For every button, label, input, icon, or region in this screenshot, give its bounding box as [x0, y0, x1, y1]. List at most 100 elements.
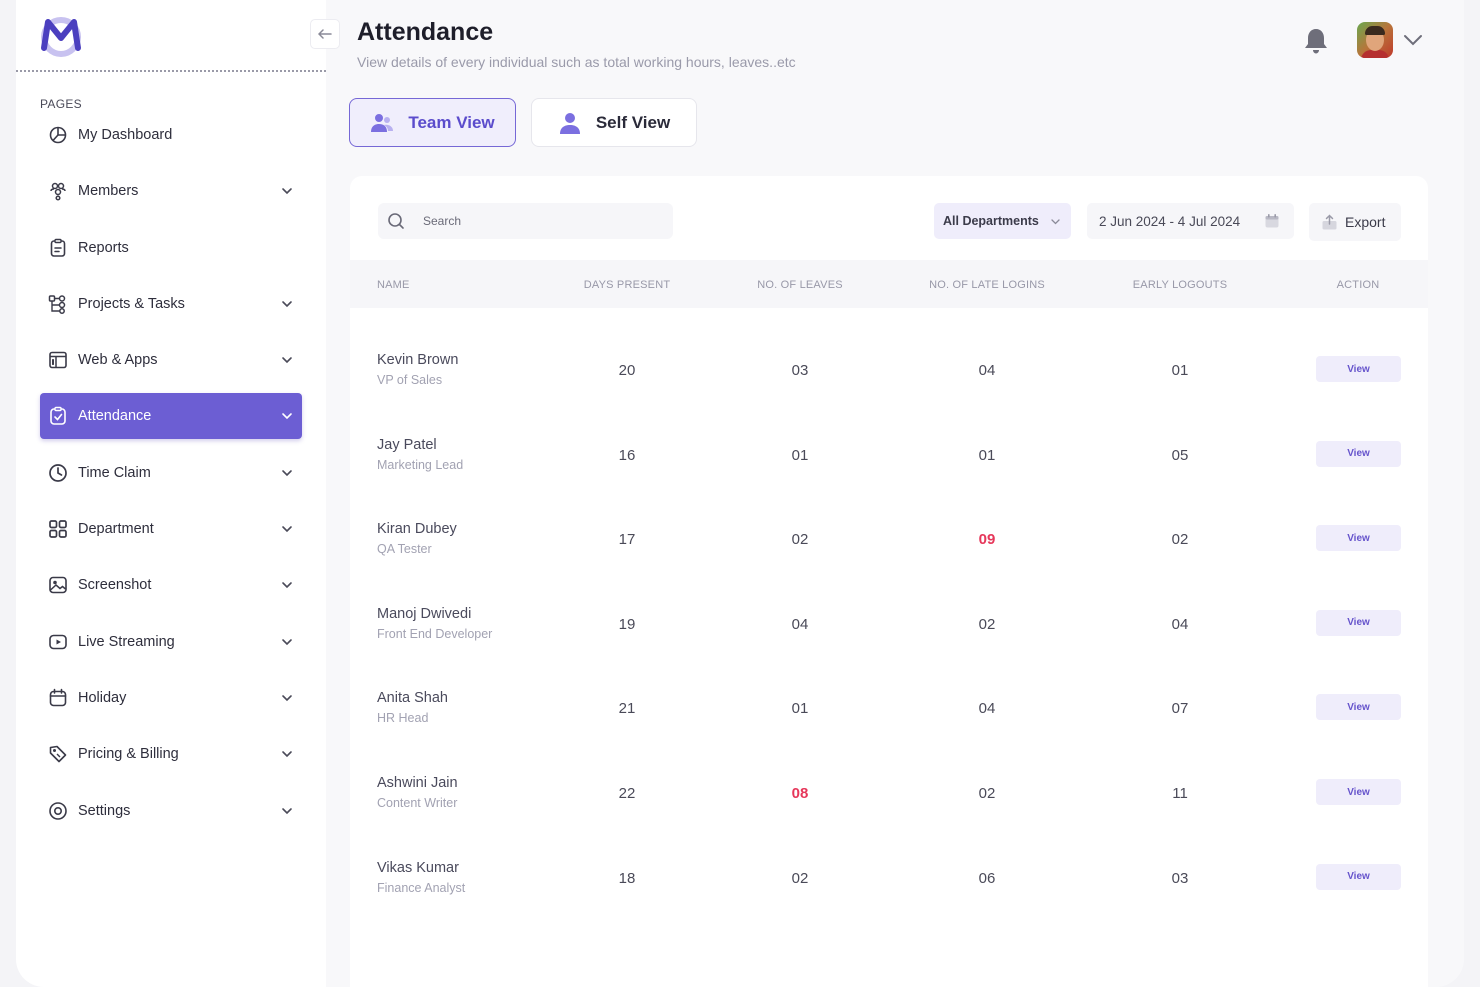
- employee-name: Kevin Brown: [377, 352, 459, 368]
- avatar-hair: [1365, 26, 1385, 35]
- user-icon: [559, 112, 580, 134]
- team-icon: [371, 113, 394, 132]
- employee-name: Ashwini Jain: [377, 775, 458, 791]
- brand-logo-icon[interactable]: [38, 12, 84, 58]
- view-button[interactable]: View: [1316, 525, 1401, 552]
- cell-late-logins: 01: [978, 446, 996, 464]
- date-range-picker[interactable]: 2 Jun 2024 - 4 Jul 2024: [1087, 203, 1294, 239]
- employee-name: Jay Patel: [377, 436, 437, 453]
- table-row: Vikas Kumar Finance Analyst 18 02 06 03 View: [350, 860, 1428, 945]
- collapse-sidebar-button[interactable]: [310, 19, 340, 49]
- clock-icon: [48, 463, 68, 483]
- employee-name: Kiran Dubey: [377, 521, 457, 538]
- department-dropdown-label: All Departments: [943, 214, 1039, 228]
- chevron-down-icon[interactable]: [280, 747, 294, 761]
- cell-early-logouts: 05: [1171, 446, 1189, 464]
- attendance-table-card: All Departments 2 Jun 2024 - 4 Jul 2024 …: [350, 176, 1428, 987]
- cell-leaves: 02: [791, 531, 809, 549]
- sidebar-item-attendance[interactable]: Attendance: [40, 393, 302, 440]
- view-button[interactable]: View: [1316, 694, 1401, 721]
- sidebar-item-department[interactable]: Department: [40, 506, 302, 552]
- logo-area: [16, 0, 326, 72]
- date-range-label: 2 Jun 2024 - 4 Jul 2024: [1099, 213, 1241, 229]
- team-view-button[interactable]: Team View: [349, 98, 516, 147]
- cell-days-present: 16: [618, 446, 636, 464]
- table-header: NAME DAYS PRESENT NO. OF LEAVES NO. OF L…: [350, 260, 1428, 308]
- cell-days-present: 18: [618, 869, 636, 887]
- sidebar-item-screenshot[interactable]: Screenshot: [40, 562, 302, 608]
- chevron-down-icon[interactable]: [280, 297, 294, 311]
- projects-icon: [48, 294, 68, 314]
- self-view-button[interactable]: Self View: [531, 98, 697, 147]
- employee-name: Anita Shah: [377, 690, 448, 707]
- settings-icon: [48, 801, 68, 821]
- export-label: Export: [1345, 214, 1386, 230]
- export-button[interactable]: Export: [1309, 203, 1401, 241]
- cell-leaves: 02: [791, 869, 809, 887]
- column-header-late-logins: NO. OF LATE LOGINS: [929, 279, 1045, 291]
- view-button[interactable]: View: [1316, 356, 1401, 382]
- employee-role: Front End Developer: [377, 626, 493, 641]
- chevron-down-icon[interactable]: [280, 409, 294, 423]
- members-icon: [48, 181, 68, 201]
- chevron-down-icon[interactable]: [280, 522, 294, 536]
- cell-days-present: 17: [618, 531, 636, 549]
- chevron-down-icon[interactable]: [280, 578, 294, 592]
- play-icon: [48, 632, 68, 652]
- cell-days-present: 21: [618, 700, 636, 718]
- view-button[interactable]: View: [1316, 609, 1401, 636]
- sidebar-item-label: My Dashboard: [78, 127, 173, 143]
- sidebar-item-time-claim[interactable]: Time Claim: [40, 450, 302, 496]
- export-icon: [1322, 213, 1337, 229]
- sidebar-item-my-dashboard[interactable]: My Dashboard: [40, 112, 302, 158]
- cell-late-logins: 04: [978, 700, 996, 718]
- cell-early-logouts: 01: [1171, 362, 1189, 379]
- sidebar-item-label: Settings: [78, 802, 131, 819]
- page-subtitle: View details of every individual such as…: [357, 54, 796, 70]
- sidebar-item-settings[interactable]: Settings: [40, 788, 302, 834]
- chevron-down-icon: [1051, 219, 1060, 225]
- employee-role: Marketing Lead: [377, 457, 464, 472]
- account-chevron-down-icon[interactable]: [1402, 32, 1424, 48]
- user-avatar[interactable]: [1357, 22, 1393, 58]
- sidebar-item-reports[interactable]: Reports: [40, 225, 302, 271]
- table-row: Ashwini Jain Content Writer 22 08 02 11 View: [350, 775, 1428, 860]
- notification-bell-icon[interactable]: [1303, 27, 1329, 55]
- web-apps-icon: [48, 350, 68, 370]
- view-button[interactable]: View: [1316, 779, 1401, 805]
- sidebar: PAGES My Dashboard Members Reports Projects…: [16, 0, 326, 987]
- view-button[interactable]: View: [1316, 863, 1401, 890]
- search-icon: [388, 213, 404, 229]
- chevron-down-icon[interactable]: [280, 635, 294, 649]
- arrow-left-icon: [318, 29, 332, 39]
- cell-early-logouts: 02: [1171, 531, 1189, 549]
- column-header-early-logouts: EARLY LOGOUTS: [1132, 279, 1228, 291]
- employee-name: Manoj Dwivedi: [377, 605, 472, 622]
- sidebar-item-web-and-apps[interactable]: Web & Apps: [40, 337, 302, 383]
- page-title: Attendance: [357, 18, 494, 46]
- chevron-down-icon[interactable]: [280, 466, 294, 480]
- sidebar-item-pricing-and-billing[interactable]: Pricing & Billing: [40, 731, 302, 777]
- search-input[interactable]: [423, 214, 653, 228]
- cell-early-logouts: 04: [1171, 615, 1189, 633]
- department-dropdown[interactable]: All Departments: [934, 203, 1071, 239]
- sidebar-item-live-streaming[interactable]: Live Streaming: [40, 619, 302, 665]
- chevron-down-icon[interactable]: [280, 353, 294, 367]
- cell-early-logouts: 03: [1171, 869, 1189, 887]
- pages-section-label: PAGES: [40, 97, 82, 111]
- view-button[interactable]: View: [1316, 440, 1401, 467]
- calendar-icon: [1265, 214, 1279, 228]
- sidebar-item-members[interactable]: Members: [40, 168, 302, 214]
- sidebar-item-label: Attendance: [78, 408, 152, 425]
- chevron-down-icon[interactable]: [280, 184, 294, 198]
- sidebar-item-label: Screenshot: [78, 577, 152, 594]
- sidebar-item-label: Holiday: [78, 689, 127, 706]
- cell-late-logins: 09: [978, 531, 996, 549]
- column-header-name: NAME: [377, 279, 410, 291]
- chevron-down-icon[interactable]: [280, 804, 294, 818]
- chevron-down-icon[interactable]: [280, 691, 294, 705]
- sidebar-item-holiday[interactable]: Holiday: [40, 675, 302, 721]
- cell-early-logouts: 11: [1172, 785, 1188, 802]
- reports-icon: [48, 238, 68, 258]
- sidebar-item-projects-and-tasks[interactable]: Projects & Tasks: [40, 281, 302, 327]
